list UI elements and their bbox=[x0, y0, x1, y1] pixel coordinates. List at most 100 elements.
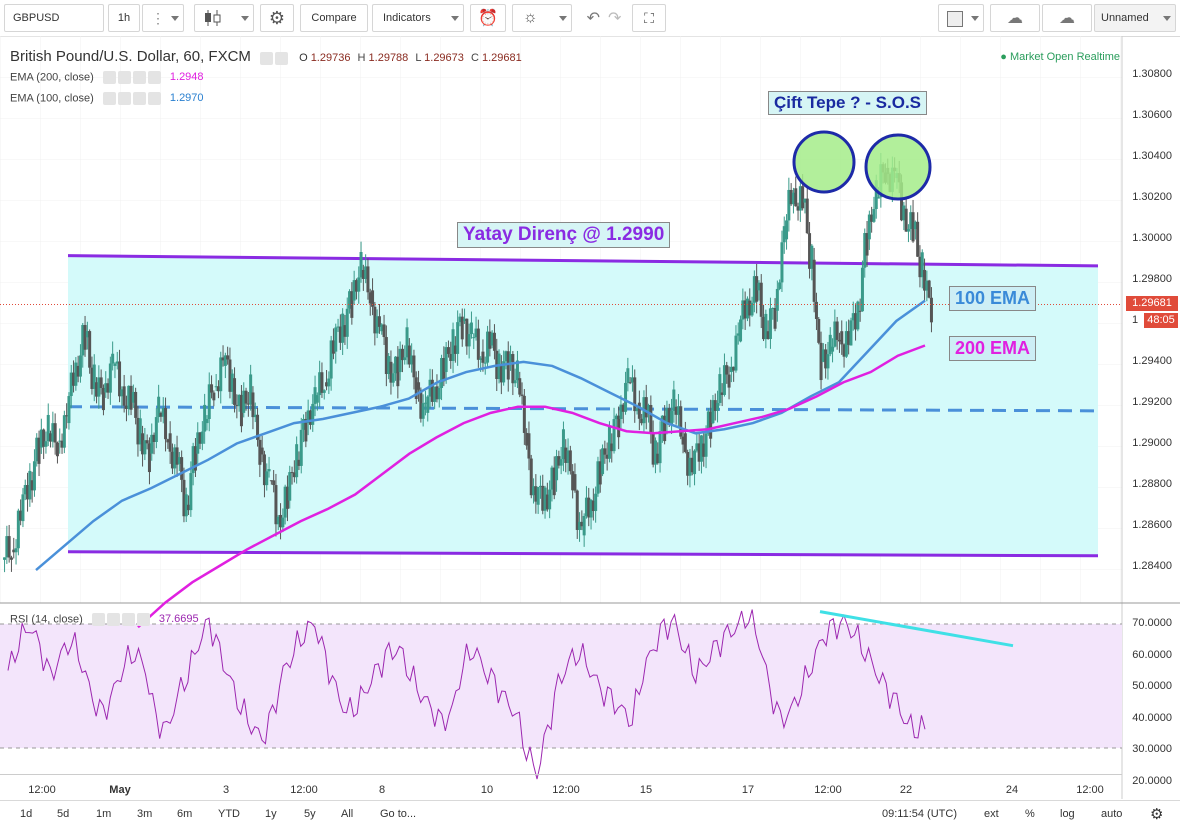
candle-body bbox=[598, 461, 602, 485]
candle-body bbox=[120, 389, 124, 397]
interval-dropdown[interactable]: ⋮ bbox=[142, 4, 184, 32]
goto-button[interactable]: Go to... bbox=[380, 808, 417, 820]
candle-body bbox=[19, 510, 23, 521]
candle-body bbox=[210, 384, 214, 393]
candle-body bbox=[612, 419, 616, 452]
candle-body bbox=[506, 351, 510, 380]
main-legend: British Pound/U.S. Dollar, 60, FXCM O 1.… bbox=[10, 48, 522, 65]
candle-body bbox=[403, 357, 407, 361]
chevron-down-icon bbox=[1163, 16, 1171, 21]
settings-button[interactable]: ⚙ bbox=[260, 4, 294, 32]
gear-icon[interactable]: ⚙ bbox=[1150, 806, 1164, 823]
undo-icon[interactable]: ↶ bbox=[586, 10, 600, 27]
candle-body bbox=[419, 389, 423, 419]
legend-buttons[interactable] bbox=[260, 51, 290, 65]
fullscreen-button[interactable]: ⛶ bbox=[632, 4, 666, 32]
candle-body bbox=[902, 205, 906, 221]
chart-area[interactable]: British Pound/U.S. Dollar, 60, FXCM O 1.… bbox=[0, 36, 1180, 799]
candle-body bbox=[630, 377, 634, 383]
candle-body bbox=[81, 325, 85, 356]
replay-button[interactable]: ☼ bbox=[512, 4, 572, 32]
ext-toggle[interactable]: ext bbox=[984, 808, 999, 820]
range-6m-button[interactable]: 6m bbox=[177, 808, 193, 820]
ohlc-close: 1.29681 bbox=[481, 52, 522, 64]
ema200-annotation[interactable]: 200 EMA bbox=[949, 336, 1037, 361]
price-chart[interactable] bbox=[0, 36, 1180, 799]
candle-body bbox=[906, 228, 910, 232]
rsi-legend-buttons[interactable] bbox=[91, 613, 152, 626]
candle-body bbox=[42, 429, 46, 447]
candle-body bbox=[426, 396, 430, 413]
candle-body bbox=[706, 411, 710, 434]
ohlc-open-label: O bbox=[299, 52, 308, 64]
double-top-annotation[interactable]: Çift Tepe ? - S.O.S bbox=[768, 91, 928, 115]
percent-toggle[interactable]: % bbox=[1025, 808, 1035, 820]
range-1y-button[interactable]: 1y bbox=[265, 808, 277, 820]
auto-toggle[interactable]: auto bbox=[1101, 808, 1123, 820]
range-5d-button[interactable]: 5d bbox=[57, 808, 70, 820]
candle-body bbox=[69, 372, 73, 397]
candle-body bbox=[909, 212, 913, 229]
symbol-search-input[interactable]: GBPUSD bbox=[4, 4, 104, 32]
candle-body bbox=[136, 417, 140, 445]
candle-body bbox=[377, 316, 381, 327]
interval-button[interactable]: 1h bbox=[108, 4, 140, 32]
candle-body bbox=[826, 354, 830, 369]
candle-body bbox=[745, 298, 749, 319]
range-all-button[interactable]: All bbox=[341, 808, 354, 820]
candle-body bbox=[311, 403, 315, 425]
resistance-annotation[interactable]: Yatay Direnç @ 1.2990 bbox=[457, 222, 671, 248]
load-layout-button[interactable]: ☁ bbox=[990, 4, 1040, 32]
ema200-legend-label: EMA (200, close) bbox=[10, 71, 94, 84]
candle-body bbox=[626, 368, 630, 383]
candle-body bbox=[141, 433, 145, 455]
candle-body bbox=[555, 456, 559, 481]
candle-body bbox=[900, 182, 904, 221]
snapshot-button[interactable] bbox=[938, 4, 984, 32]
candle-body bbox=[847, 331, 851, 345]
layout-name-button[interactable]: Unnamed bbox=[1094, 4, 1176, 32]
candle-body bbox=[679, 406, 683, 437]
candle-body bbox=[304, 418, 308, 442]
range-3m-button[interactable]: 3m bbox=[137, 808, 153, 820]
candle-body bbox=[111, 353, 115, 364]
log-toggle[interactable]: log bbox=[1060, 808, 1075, 820]
ema200-legend-buttons[interactable] bbox=[102, 71, 163, 84]
ema100-annotation[interactable]: 100 EMA bbox=[949, 286, 1037, 311]
range-1m-button[interactable]: 1m bbox=[96, 808, 112, 820]
redo-icon[interactable]: ↷ bbox=[608, 10, 622, 27]
candle-body bbox=[716, 402, 720, 411]
candle-body bbox=[831, 346, 835, 352]
time-label: 24 bbox=[1005, 784, 1019, 796]
candle-body bbox=[492, 332, 496, 351]
candle-body bbox=[30, 480, 34, 491]
symbol-title: British Pound/U.S. Dollar, 60, FXCM bbox=[10, 48, 251, 65]
alert-button[interactable]: ⏰ bbox=[470, 4, 506, 32]
time-axis[interactable]: 12:00 May 3 12:00 8 10 12:00 15 17 12:00… bbox=[0, 774, 1122, 801]
candle-body bbox=[584, 497, 588, 516]
candle-body bbox=[568, 450, 572, 472]
price-scale[interactable]: 1.30800 1.30600 1.30400 1.30200 1.30000 … bbox=[1122, 36, 1180, 603]
price-tick: 1.28600 bbox=[1132, 519, 1172, 531]
candle-body bbox=[603, 448, 607, 455]
candle-body bbox=[288, 472, 292, 501]
candle-body bbox=[44, 441, 48, 447]
price-tick: 1.29200 bbox=[1132, 396, 1172, 408]
candle-body bbox=[267, 469, 271, 472]
utc-clock[interactable]: 09:11:54 (UTC) bbox=[882, 808, 957, 820]
price-tick: 1.29400 bbox=[1132, 355, 1172, 367]
range-1d-button[interactable]: 1d bbox=[20, 808, 33, 820]
ema100-legend-buttons[interactable] bbox=[102, 92, 163, 105]
cloud-upload-icon: ☁ bbox=[1059, 10, 1075, 27]
range-5y-button[interactable]: 5y bbox=[304, 808, 316, 820]
candle-body bbox=[325, 382, 329, 387]
candle-body bbox=[88, 331, 92, 368]
candle-body bbox=[594, 493, 598, 512]
chart-style-button[interactable] bbox=[194, 4, 254, 32]
range-ytd-button[interactable]: YTD bbox=[218, 808, 240, 820]
candle-body bbox=[674, 406, 678, 415]
indicators-button[interactable]: Indicators bbox=[372, 4, 464, 32]
rsi-scale[interactable]: 70.0000 60.0000 50.0000 40.0000 30.0000 … bbox=[1122, 603, 1180, 799]
save-layout-button[interactable]: ☁ bbox=[1042, 4, 1092, 32]
compare-button[interactable]: Compare bbox=[300, 4, 368, 32]
